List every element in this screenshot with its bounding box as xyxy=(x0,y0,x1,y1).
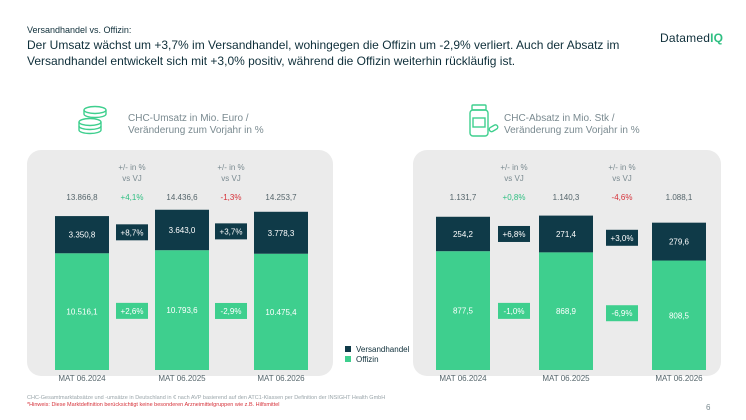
bar-label-offizin: 868,9 xyxy=(556,307,577,316)
bar-label-versandhandel: 3.350,8 xyxy=(69,231,96,240)
bar-versandhandel xyxy=(539,215,593,253)
versand-change-badge: +3,0% xyxy=(611,234,634,243)
footnote-hint: *Hinweis: Diese Marktdefinition berücksi… xyxy=(27,402,280,408)
change-header: vs VJ xyxy=(122,174,142,183)
bar-offizin xyxy=(652,260,706,370)
total-change-label: +0,8% xyxy=(503,193,526,202)
legend-swatch-offizin xyxy=(345,356,351,362)
total-label: 1.140,3 xyxy=(553,193,580,202)
total-label: 13.866,8 xyxy=(66,193,98,202)
total-label: 1.088,1 xyxy=(666,193,693,202)
footnote-source: CHC-Gesamtmarktabsätze und -umsätze in D… xyxy=(27,395,386,401)
change-header: +/- in % xyxy=(608,163,635,172)
bar-versandhandel xyxy=(652,222,706,261)
offizin-change-badge-bg xyxy=(215,302,247,319)
bar-versandhandel xyxy=(436,216,490,252)
total-label: 1.131,7 xyxy=(450,193,477,202)
versand-change-badge-bg xyxy=(606,229,638,246)
bar-label-offizin: 808,5 xyxy=(669,311,690,320)
offizin-change-badge-bg xyxy=(606,305,638,322)
offizin-change-badge-bg xyxy=(498,302,530,319)
legend-item-offizin: Offizin xyxy=(345,354,409,364)
x-tick-label: MAT 06.2026 xyxy=(257,374,305,383)
bar-offizin xyxy=(436,251,490,370)
medicine-bottle-icon xyxy=(469,104,499,137)
bar-offizin xyxy=(155,250,209,370)
versand-change-badge-bg xyxy=(215,223,247,240)
bar-versandhandel xyxy=(254,211,308,254)
x-tick-label: MAT 06.2024 xyxy=(58,374,106,383)
bar-label-versandhandel: 3.643,0 xyxy=(169,226,196,235)
change-header: +/- in % xyxy=(217,163,244,172)
offizin-change-badge: -1,0% xyxy=(504,307,525,316)
versand-change-badge: +6,8% xyxy=(503,230,526,239)
x-tick-label: MAT 06.2025 xyxy=(542,374,590,383)
change-header: vs VJ xyxy=(504,174,524,183)
absatz-panel-title: CHC-Absatz in Mio. Stk / Veränderung zum… xyxy=(504,113,640,136)
bar-versandhandel xyxy=(155,209,209,251)
logo-text: Datamed xyxy=(660,31,711,45)
change-header: vs VJ xyxy=(221,174,241,183)
bar-label-offizin: 877,5 xyxy=(453,307,474,316)
coins-icon xyxy=(78,105,107,135)
bar-label-versandhandel: 279,6 xyxy=(669,238,690,247)
total-change-label: -1,3% xyxy=(221,193,242,202)
total-change-label: +4,1% xyxy=(121,193,144,202)
bar-label-offizin: 10.793,6 xyxy=(166,306,198,315)
offizin-change-badge: -6,9% xyxy=(612,309,633,318)
bar-label-offizin: 10.516,1 xyxy=(66,308,98,317)
company-logo: DatamedIQ xyxy=(660,31,723,45)
total-label: 14.253,7 xyxy=(265,193,297,202)
versand-change-badge-bg xyxy=(498,225,530,242)
x-tick-label: MAT 06.2026 xyxy=(655,374,703,383)
bar-versandhandel xyxy=(55,216,109,254)
total-change-label: -4,6% xyxy=(612,193,633,202)
offizin-change-badge-bg xyxy=(116,302,148,319)
legend-swatch-versand xyxy=(345,346,351,352)
legend-item-versand: Versandhandel xyxy=(345,344,409,354)
bar-label-versandhandel: 3.778,3 xyxy=(268,229,295,238)
page-number: 6 xyxy=(706,403,711,412)
bar-label-versandhandel: 254,2 xyxy=(453,230,474,239)
umsatz-panel-title: CHC-Umsatz in Mio. Euro / Veränderung zu… xyxy=(128,113,264,136)
bar-offizin xyxy=(55,253,109,370)
versand-change-badge-bg xyxy=(116,224,148,241)
offizin-change-badge: +2,6% xyxy=(121,307,144,316)
legend-label-versand: Versandhandel xyxy=(356,344,410,354)
change-header: +/- in % xyxy=(500,163,527,172)
bar-offizin xyxy=(539,252,593,370)
change-header: vs VJ xyxy=(612,174,632,183)
x-tick-label: MAT 06.2025 xyxy=(158,374,206,383)
legend-label-offizin: Offizin xyxy=(356,354,379,364)
bar-label-versandhandel: 271,4 xyxy=(556,230,577,239)
slide-kicker: Versandhandel vs. Offizin: xyxy=(27,25,132,35)
x-tick-label: MAT 06.2024 xyxy=(439,374,487,383)
versand-change-badge: +3,7% xyxy=(220,227,243,236)
versand-change-badge: +8,7% xyxy=(121,228,144,237)
logo-accent: IQ xyxy=(710,31,724,45)
bar-offizin xyxy=(254,253,308,370)
chart-legend: Versandhandel Offizin xyxy=(345,344,409,364)
change-header: +/- in % xyxy=(118,163,145,172)
total-label: 14.436,6 xyxy=(166,193,198,202)
offizin-change-badge: -2,9% xyxy=(221,307,242,316)
slide-headline: Der Umsatz wächst um +3,7% im Versandhan… xyxy=(27,38,620,68)
bar-label-offizin: 10.475,4 xyxy=(265,308,297,317)
